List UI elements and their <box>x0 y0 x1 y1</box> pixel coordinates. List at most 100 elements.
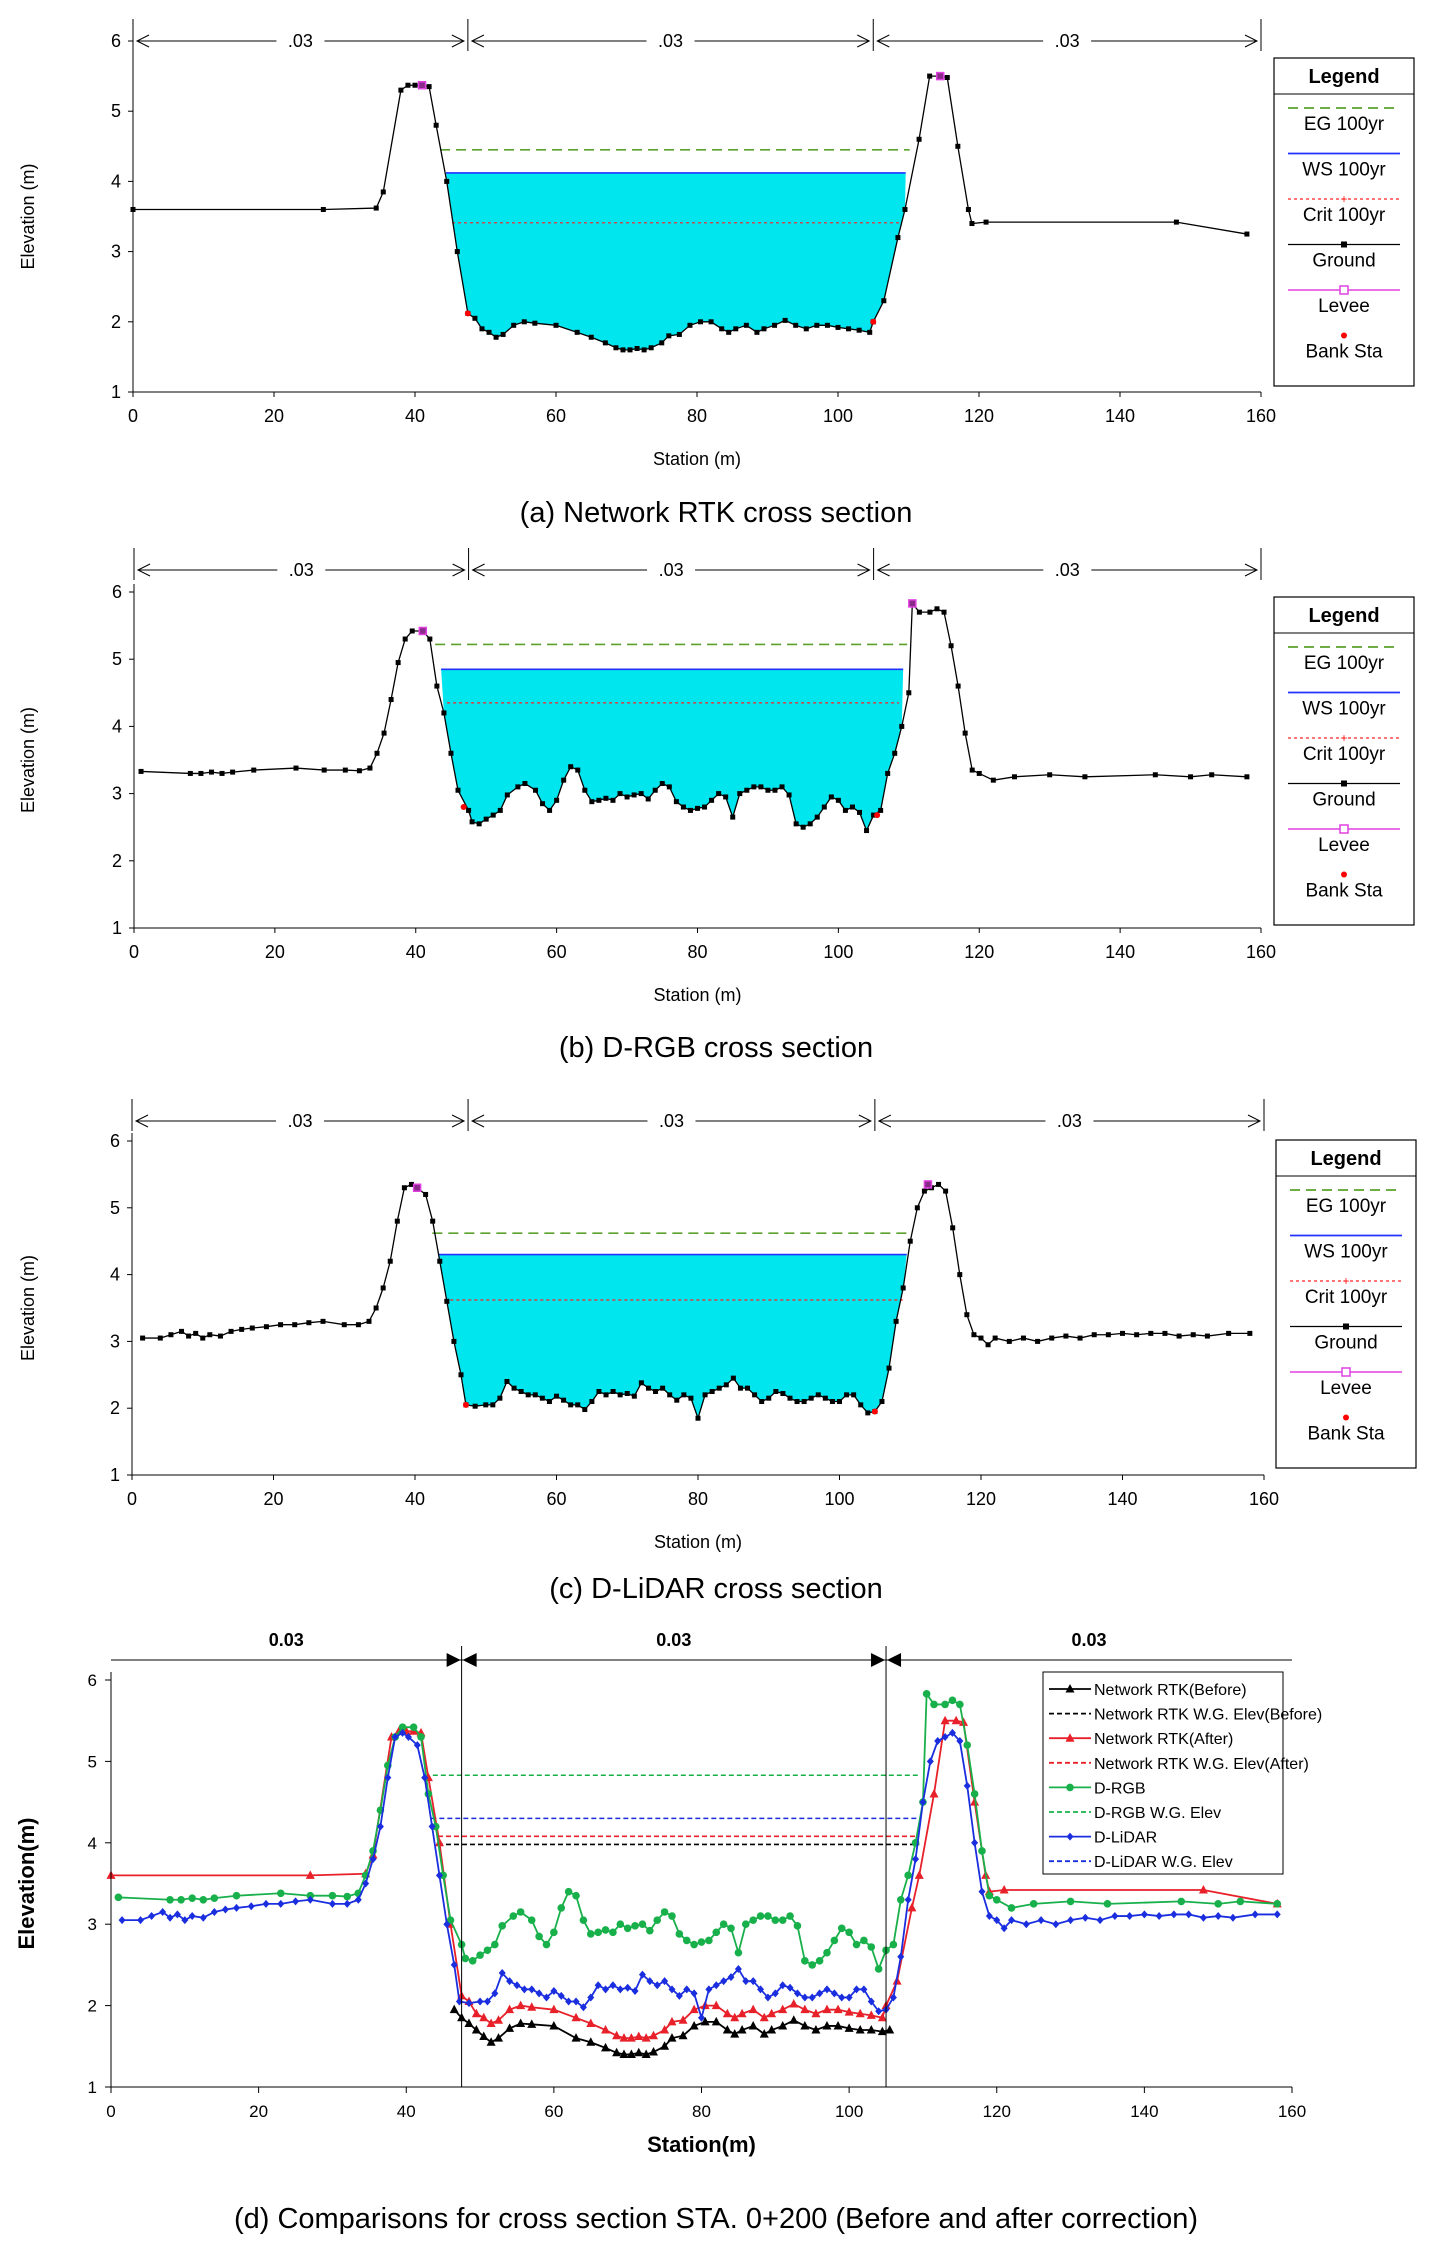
ground-point <box>249 1325 255 1331</box>
legend-swatch-marker: + <box>1340 192 1347 206</box>
series-point <box>166 1895 174 1904</box>
series-point <box>742 1977 750 1986</box>
ground-point <box>631 792 637 798</box>
panel-caption: (c) D-LiDAR cross section <box>549 1573 883 1605</box>
legend-label: Levee <box>1320 1378 1372 1399</box>
legend-swatch-marker <box>1341 332 1347 339</box>
legend: Legend EG 100yr WS 100yr +Crit 100yr Ground L… <box>1273 596 1415 926</box>
series-point <box>616 1985 624 1994</box>
ground-point <box>698 319 704 325</box>
series-point <box>885 2025 895 2034</box>
series-point <box>800 2004 810 2014</box>
y-tick-label: 1 <box>112 918 122 938</box>
series-point <box>801 1993 809 2002</box>
ground-point <box>1120 1330 1125 1336</box>
ground-point <box>886 1365 892 1371</box>
series-point <box>494 2015 504 2024</box>
ground-point <box>680 804 686 810</box>
ground-point <box>631 1393 637 1399</box>
series-point <box>837 1924 846 1933</box>
series-point <box>343 1899 351 1908</box>
ground-point <box>426 84 432 90</box>
ground-point <box>893 1318 899 1324</box>
series-point <box>516 1908 525 1916</box>
ground-point <box>782 317 788 323</box>
series-point <box>867 1997 875 2006</box>
ground-point <box>493 334 499 340</box>
ground-point <box>716 791 722 797</box>
series-point <box>929 1788 939 1798</box>
ground-point <box>186 1333 192 1339</box>
x-tick-label: 40 <box>405 406 425 426</box>
ground-point <box>990 777 996 783</box>
ground-point <box>525 1392 531 1398</box>
manning-arrow-left <box>462 1653 477 1667</box>
ground-point <box>673 799 679 805</box>
series-point <box>757 1985 765 1994</box>
manning-n-label: 0.03 <box>656 1630 691 1650</box>
series-point <box>623 1924 632 1933</box>
series-point <box>461 1954 470 1963</box>
ground-point <box>472 315 478 321</box>
manning-arrow-left <box>876 34 890 48</box>
series-point <box>853 1985 861 1994</box>
ground-point <box>871 812 877 818</box>
series-point <box>830 1989 838 1998</box>
legend-label: EG 100yr <box>1304 114 1385 135</box>
series-point <box>985 1891 994 1900</box>
series-point <box>700 2016 710 2026</box>
series-point <box>660 1908 669 1916</box>
ground-point <box>801 1399 807 1405</box>
series-point <box>612 2030 622 2040</box>
series-network-rtk-before- <box>449 2004 895 2058</box>
series-point <box>1096 1916 1104 1925</box>
x-tick-label: 60 <box>544 2102 563 2121</box>
ground-point <box>773 1389 779 1394</box>
series-point <box>779 1981 787 1990</box>
series-point <box>1111 1912 1119 1921</box>
series-point <box>786 1983 794 1992</box>
ground-point <box>653 1389 659 1394</box>
ground-point <box>814 814 820 820</box>
ground-point <box>969 767 975 773</box>
ground-point <box>341 1322 347 1328</box>
ground-point <box>723 794 729 800</box>
y-tick-label: 4 <box>88 1834 97 1853</box>
ground-point <box>239 1326 245 1332</box>
series-point <box>778 1916 787 1924</box>
ground-point <box>321 767 327 773</box>
ground-point <box>444 178 450 184</box>
legend-label: WS 100yr <box>1302 160 1386 181</box>
x-axis-label: Station (m) <box>653 985 741 1005</box>
series-point <box>833 2004 843 2014</box>
ground-point <box>373 205 379 211</box>
ground-point <box>955 143 961 149</box>
y-tick-label: 4 <box>111 171 121 191</box>
series-point <box>513 1981 521 1990</box>
series-point <box>897 1952 905 1961</box>
ground-point <box>716 1385 722 1391</box>
ground-point <box>451 1338 457 1344</box>
series-point <box>844 2023 854 2032</box>
series-point <box>778 2004 788 2014</box>
ground-point <box>667 1392 673 1398</box>
ground-point <box>787 1395 793 1401</box>
ground-point <box>433 122 439 128</box>
series-point <box>594 1981 602 1990</box>
y-tick-label: 3 <box>110 1331 120 1351</box>
ground-point <box>745 1385 751 1391</box>
x-tick-label: 20 <box>249 2102 268 2121</box>
series-point <box>262 1899 270 1908</box>
series-point <box>748 2020 758 2030</box>
ground-point <box>187 770 193 776</box>
series-point <box>749 1916 757 1924</box>
legend-label: WS 100yr <box>1302 699 1386 720</box>
ground-point <box>1244 774 1250 780</box>
ground-point <box>539 1395 545 1401</box>
ground-point <box>217 1333 223 1339</box>
ground-point <box>398 87 404 93</box>
bank-station-point <box>464 310 471 317</box>
ground-point <box>1226 1330 1232 1336</box>
ground-point <box>856 327 862 333</box>
series-point <box>491 1989 499 1998</box>
